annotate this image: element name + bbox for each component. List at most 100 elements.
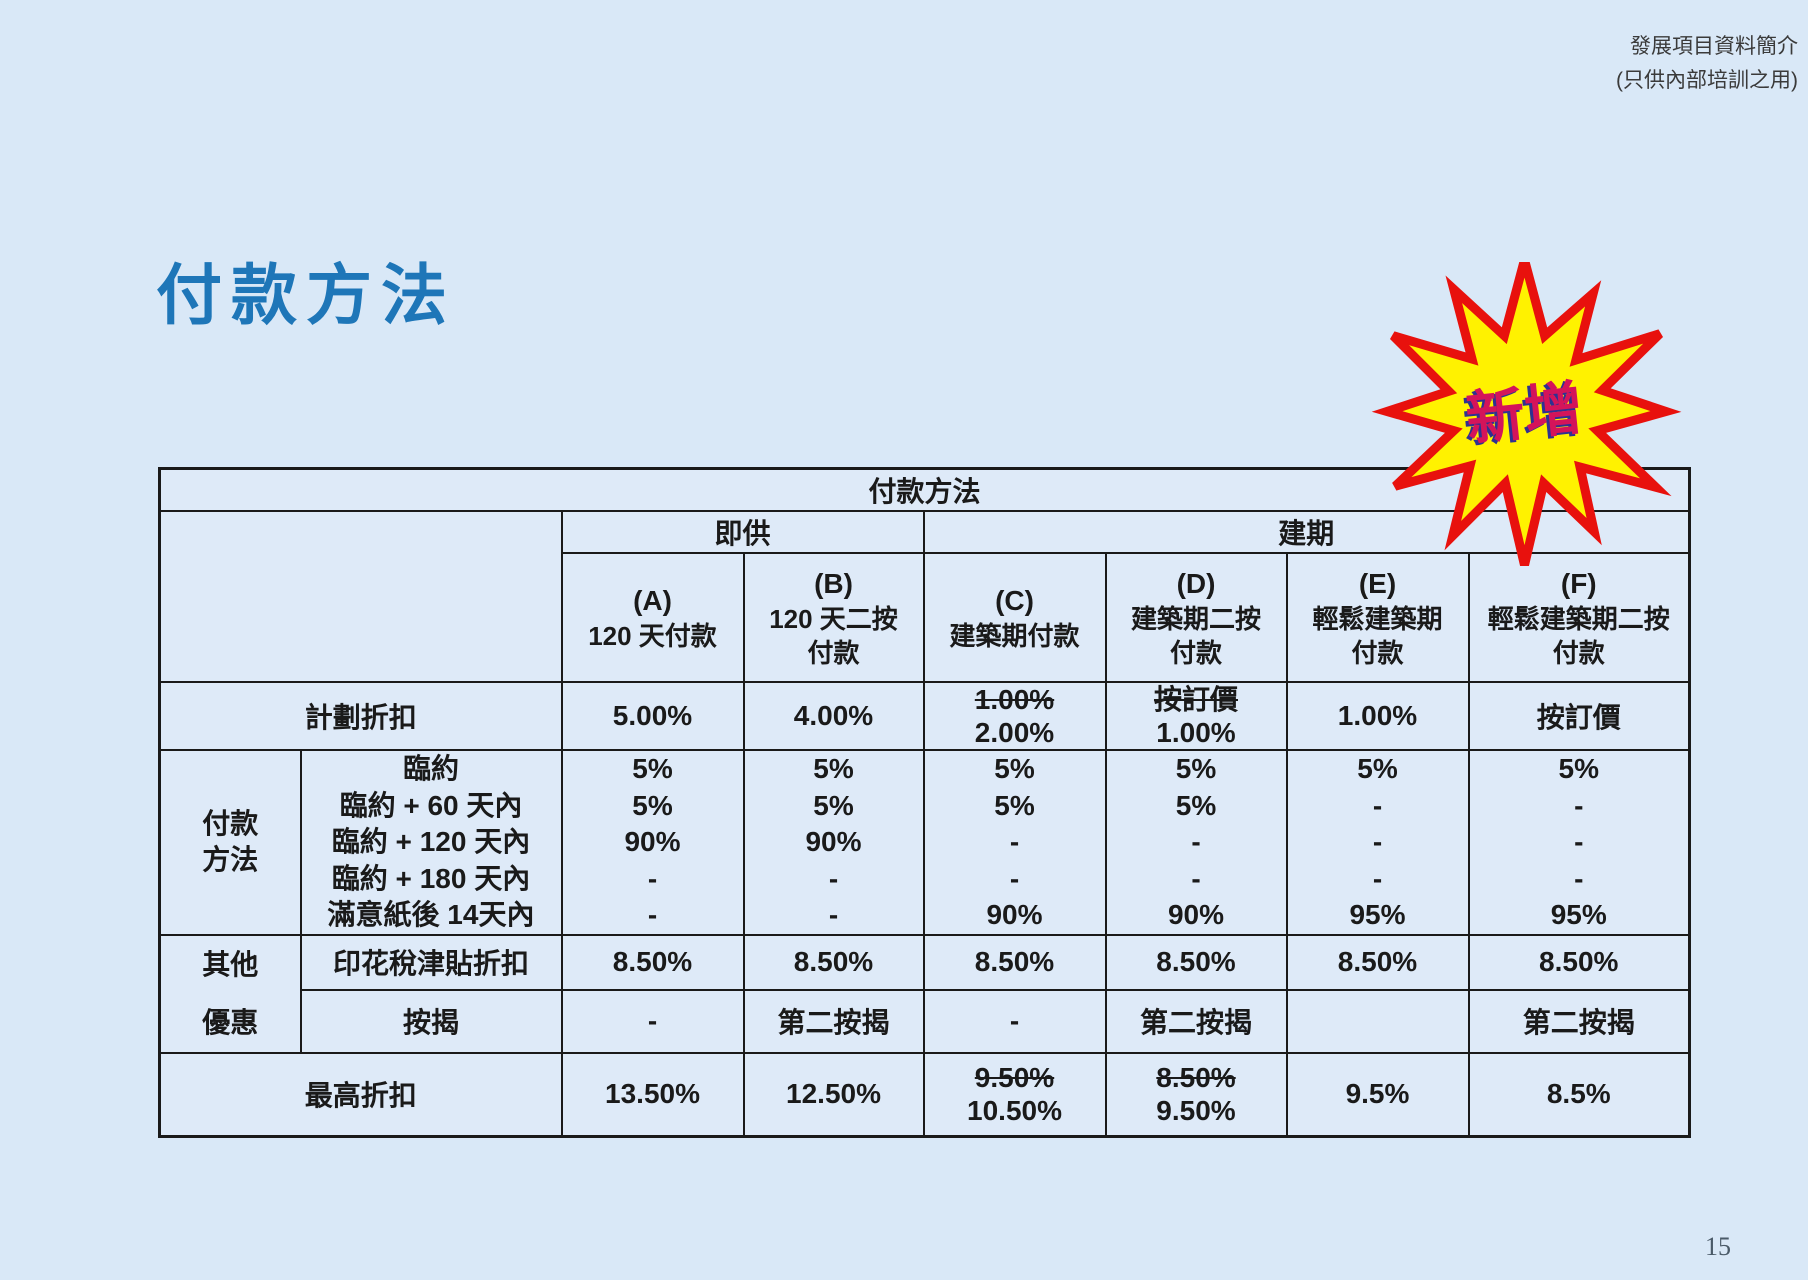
starburst-icon: 新增 新增 (1371, 242, 1682, 567)
schedule-row-label: 臨約 + 180 天內 (331, 862, 531, 894)
schedule-group-l1: 付款 (202, 807, 259, 839)
cell-value: 95% (1349, 899, 1406, 930)
header-note: 發展項目資料簡介 (只供內部培訓之用) (1616, 30, 1798, 98)
cell-value: - (647, 899, 658, 930)
cell-value: - (1009, 862, 1020, 894)
stamp-duty-d: 8.50% (1104, 933, 1288, 991)
cell-value: - (1574, 862, 1584, 894)
table-title: 付款方法 (158, 467, 1691, 512)
col-name-b: 120 天二按 (769, 603, 898, 634)
cell-value: - (1574, 826, 1584, 857)
col-code-c: (C) (995, 584, 1034, 616)
new-badge: 新增 新增 (1352, 242, 1697, 567)
other-group-l2: 優惠 (202, 1006, 259, 1038)
stamp-duty-f: 8.50% (1467, 933, 1691, 991)
cell-value: 5% (632, 753, 673, 784)
max-discount-d-new: 9.50% (1156, 1095, 1236, 1127)
payment-table: 付款方法 即供 建期 (A) 120 天付款 (B) 120 天二按 付款 (C… (158, 467, 1692, 1138)
cell-value: 5% (813, 789, 854, 821)
cell-value: 5% (1175, 789, 1217, 821)
mortgage-f: 第二按揭 (1467, 988, 1691, 1054)
plan-discount-c: 1.00% 2.00% (922, 681, 1107, 751)
col-header-a: (A) 120 天付款 (560, 552, 745, 683)
schedule-row-labels: 臨約 臨約 + 60 天內 臨約 + 120 天內 臨約 + 180 天內 滿意… (299, 749, 563, 936)
cell-value: 90% (1167, 899, 1225, 930)
schedule-values-e: 5% - - - 95% (1285, 749, 1470, 936)
cell-value: 5% (1558, 753, 1599, 784)
page-title: 付款方法 (156, 258, 456, 332)
col-code-e: (E) (1358, 567, 1397, 599)
max-discount-a: 13.50% (560, 1051, 745, 1138)
max-discount-c: 9.50% 10.50% (922, 1051, 1107, 1138)
mortgage-e (1285, 988, 1470, 1054)
mortgage-d: 第二按揭 (1104, 988, 1288, 1054)
group-header-spot: 即供 (560, 510, 925, 554)
cell-value: 5% (813, 753, 854, 784)
plan-discount-label: 計劃折扣 (158, 681, 563, 751)
schedule-values-d: 5% 5% - - 90% (1104, 749, 1288, 936)
cell-value: 5% (1357, 753, 1398, 784)
cell-value: - (1372, 862, 1383, 894)
schedule-group-label: 付款 方法 (158, 749, 302, 936)
mortgage-b: 第二按揭 (742, 988, 925, 1054)
header-note-line1: 發展項目資料簡介 (1630, 35, 1798, 58)
schedule-values-c: 5% 5% - - 90% (922, 749, 1107, 936)
cell-value: 5% (632, 789, 673, 821)
plan-discount-d-old: 按訂價 (1153, 684, 1238, 715)
col-code-a: (A) (633, 584, 672, 616)
cell-value: 90% (624, 826, 681, 857)
plan-discount-d: 按訂價 1.00% (1104, 681, 1288, 751)
stamp-duty-e: 8.50% (1285, 933, 1470, 991)
plan-discount-b: 4.00% (742, 681, 925, 751)
schedule-row-label: 臨約 + 120 天內 (331, 826, 531, 857)
col-name-b2: 付款 (807, 637, 860, 668)
cell-value: - (1574, 789, 1584, 821)
col-code-b: (B) (814, 567, 853, 599)
max-discount-c-new: 10.50% (967, 1095, 1062, 1127)
plan-discount-c-old: 1.00% (974, 684, 1055, 715)
cell-value: - (1009, 826, 1020, 857)
col-header-c: (C) 建築期付款 (922, 552, 1107, 683)
cell-value: - (828, 899, 839, 930)
stamp-duty-a: 8.50% (560, 933, 745, 991)
other-group-label: 其他 優惠 (158, 933, 302, 1054)
max-discount-label: 最高折扣 (158, 1051, 563, 1138)
page-number: 15 (1705, 1232, 1731, 1261)
group-header-stage: 建期 (922, 510, 1691, 554)
plan-discount-d-new: 1.00% (1156, 717, 1236, 748)
new-badge-label: 新增 (1463, 376, 1586, 453)
cell-value: - (1372, 826, 1383, 857)
max-discount-b: 12.50% (742, 1051, 925, 1138)
new-badge-label-shadow: 新增 (1460, 378, 1583, 455)
corner-empty-cell (158, 510, 563, 683)
mortgage-c: - (922, 988, 1107, 1054)
col-header-e: (E) 輕鬆建築期 付款 (1285, 552, 1470, 683)
schedule-row-label: 滿意紙後 14天內 (327, 899, 535, 930)
plan-discount-f: 按訂價 (1467, 681, 1691, 751)
mortgage-a: - (560, 988, 745, 1054)
stamp-duty-label: 印花稅津貼折扣 (299, 933, 563, 991)
cell-value: - (647, 862, 658, 894)
cell-value: - (828, 862, 839, 894)
col-header-d: (D) 建築期二按 付款 (1104, 552, 1288, 683)
cell-value: 90% (805, 826, 862, 857)
max-discount-d-old: 8.50% (1156, 1062, 1236, 1094)
cell-value: 5% (994, 789, 1035, 821)
cell-value: - (1372, 789, 1383, 821)
col-name-f: 輕鬆建築期二按 (1487, 603, 1670, 634)
col-name-d2: 付款 (1169, 637, 1222, 668)
schedule-group-l2: 方法 (202, 844, 259, 876)
col-name-e2: 付款 (1351, 637, 1404, 668)
other-group-l1: 其他 (202, 948, 259, 980)
cell-value: 90% (986, 899, 1043, 930)
col-name-d: 建築期二按 (1130, 603, 1261, 634)
col-name-c: 建築期付款 (949, 620, 1080, 651)
cell-value: 95% (1550, 899, 1607, 930)
schedule-values-f: 5% - - - 95% (1467, 749, 1691, 936)
col-code-f: (F) (1560, 567, 1597, 599)
col-name-a: 120 天付款 (588, 620, 717, 651)
header-note-line2: (只供內部培訓之用) (1616, 69, 1798, 92)
schedule-values-b: 5% 5% 90% - - (742, 749, 925, 936)
cell-value: 5% (994, 753, 1035, 784)
max-discount-d: 8.50% 9.50% (1104, 1051, 1288, 1138)
